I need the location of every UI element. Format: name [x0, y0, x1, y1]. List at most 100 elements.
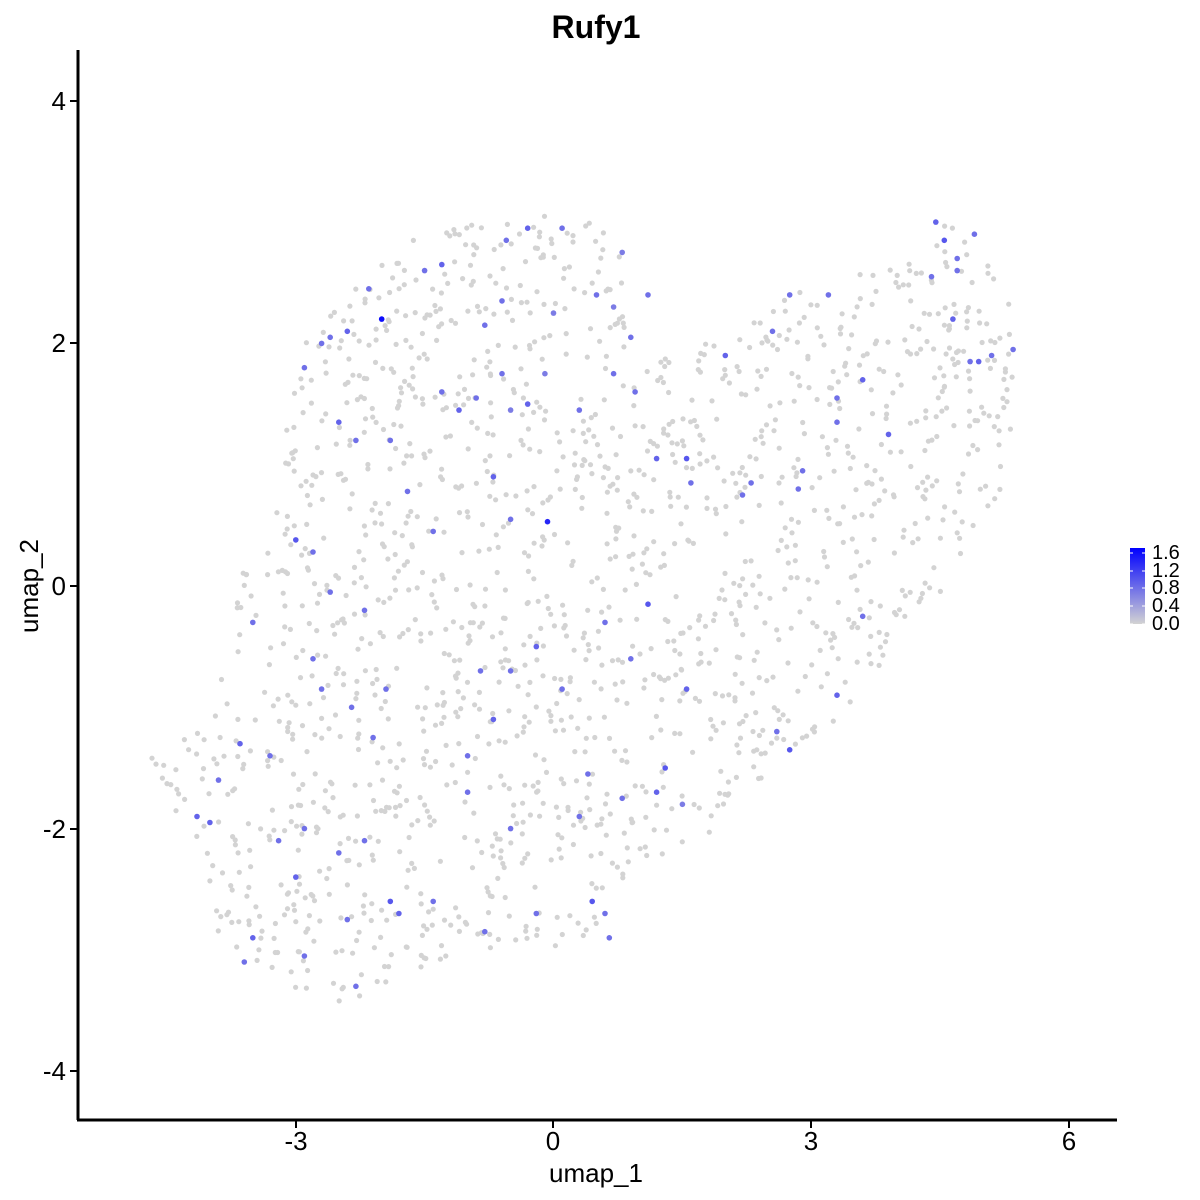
cell-point	[631, 403, 637, 409]
cell-point	[379, 907, 385, 913]
cell-point	[525, 426, 532, 432]
cell-point	[522, 782, 528, 788]
cell-point	[695, 636, 702, 642]
cell-point	[680, 630, 686, 636]
cell-point	[935, 311, 941, 317]
cell-point	[781, 297, 788, 303]
expressing-cell-point	[348, 704, 355, 711]
cell-point	[589, 280, 595, 286]
cell-point	[602, 365, 609, 372]
cell-point	[304, 521, 310, 528]
expressing-cell-point	[524, 401, 531, 407]
cell-point	[319, 418, 325, 424]
cell-point	[795, 519, 802, 525]
cell-point	[602, 801, 609, 807]
cell-point	[474, 303, 481, 309]
cell-point	[597, 338, 603, 344]
cell-point	[354, 690, 360, 696]
expressing-cell-point	[533, 643, 540, 650]
cell-point	[560, 602, 566, 608]
cell-point	[797, 609, 803, 615]
cell-point	[651, 827, 657, 833]
cell-point	[447, 433, 453, 439]
cell-point	[615, 475, 621, 481]
cell-point	[531, 409, 537, 415]
cell-point	[839, 311, 845, 317]
cell-point	[323, 653, 329, 659]
cell-point	[511, 390, 517, 396]
cell-point	[706, 829, 712, 835]
cell-point	[837, 521, 843, 527]
cell-point	[986, 413, 992, 419]
cell-point	[765, 338, 771, 344]
cell-point	[779, 474, 785, 480]
cell-point	[583, 657, 589, 663]
cell-point	[470, 601, 476, 607]
cell-point	[708, 736, 714, 742]
cell-point	[570, 841, 577, 848]
cell-point	[282, 828, 288, 834]
cell-point	[871, 536, 877, 543]
cell-point	[291, 902, 297, 908]
cell-point	[283, 460, 289, 466]
cell-point	[586, 715, 592, 721]
cell-point	[960, 471, 966, 477]
cell-point	[641, 550, 647, 556]
cell-point	[997, 486, 1003, 492]
cell-point	[967, 376, 973, 382]
cell-point	[503, 492, 509, 498]
cell-point	[750, 582, 756, 588]
cell-point	[351, 331, 357, 337]
cell-point	[847, 465, 853, 472]
cell-point	[538, 625, 544, 632]
expressing-cell-point	[490, 474, 497, 480]
cell-point	[293, 654, 299, 661]
cell-point	[262, 689, 268, 695]
cell-point	[601, 714, 608, 720]
cell-point	[557, 486, 563, 492]
cell-point	[343, 592, 349, 599]
cell-point	[953, 310, 959, 316]
cell-point	[464, 509, 470, 515]
expressing-cell-point	[301, 364, 308, 371]
cell-point	[396, 741, 402, 747]
cell-point	[335, 620, 341, 626]
cell-point	[722, 367, 728, 373]
cell-point	[679, 438, 686, 444]
cell-point	[381, 544, 387, 550]
cell-point	[394, 665, 400, 671]
y-tick: -2	[43, 814, 78, 844]
expressing-cell-point	[499, 298, 505, 304]
cell-point	[535, 598, 541, 604]
cell-point	[299, 723, 306, 729]
cell-point	[370, 680, 376, 687]
cell-point	[627, 504, 633, 510]
cell-point	[683, 504, 690, 510]
expressing-cell-point	[378, 316, 385, 322]
cell-point	[347, 437, 353, 443]
cell-point	[573, 778, 580, 784]
cell-point	[809, 662, 815, 668]
cell-point	[502, 646, 508, 652]
cell-point	[391, 421, 397, 428]
cell-point	[347, 303, 353, 309]
cell-point	[689, 397, 695, 403]
cell-point	[750, 728, 756, 735]
cell-point	[317, 918, 323, 924]
cell-point	[460, 276, 466, 282]
cell-point	[919, 590, 926, 597]
cell-point	[302, 895, 308, 901]
cell-point	[554, 430, 560, 436]
cell-point	[464, 679, 471, 685]
cell-point	[287, 626, 293, 633]
cell-point	[508, 840, 514, 846]
colorbar-tick: 0.4	[1130, 595, 1180, 617]
cell-point	[560, 727, 567, 733]
cell-point	[613, 528, 620, 534]
cell-point	[558, 776, 564, 782]
cell-point	[460, 695, 466, 701]
expressing-cell-point	[275, 837, 282, 844]
expressing-cell-point	[503, 237, 510, 244]
cell-point	[403, 797, 410, 804]
cell-point	[552, 943, 559, 949]
